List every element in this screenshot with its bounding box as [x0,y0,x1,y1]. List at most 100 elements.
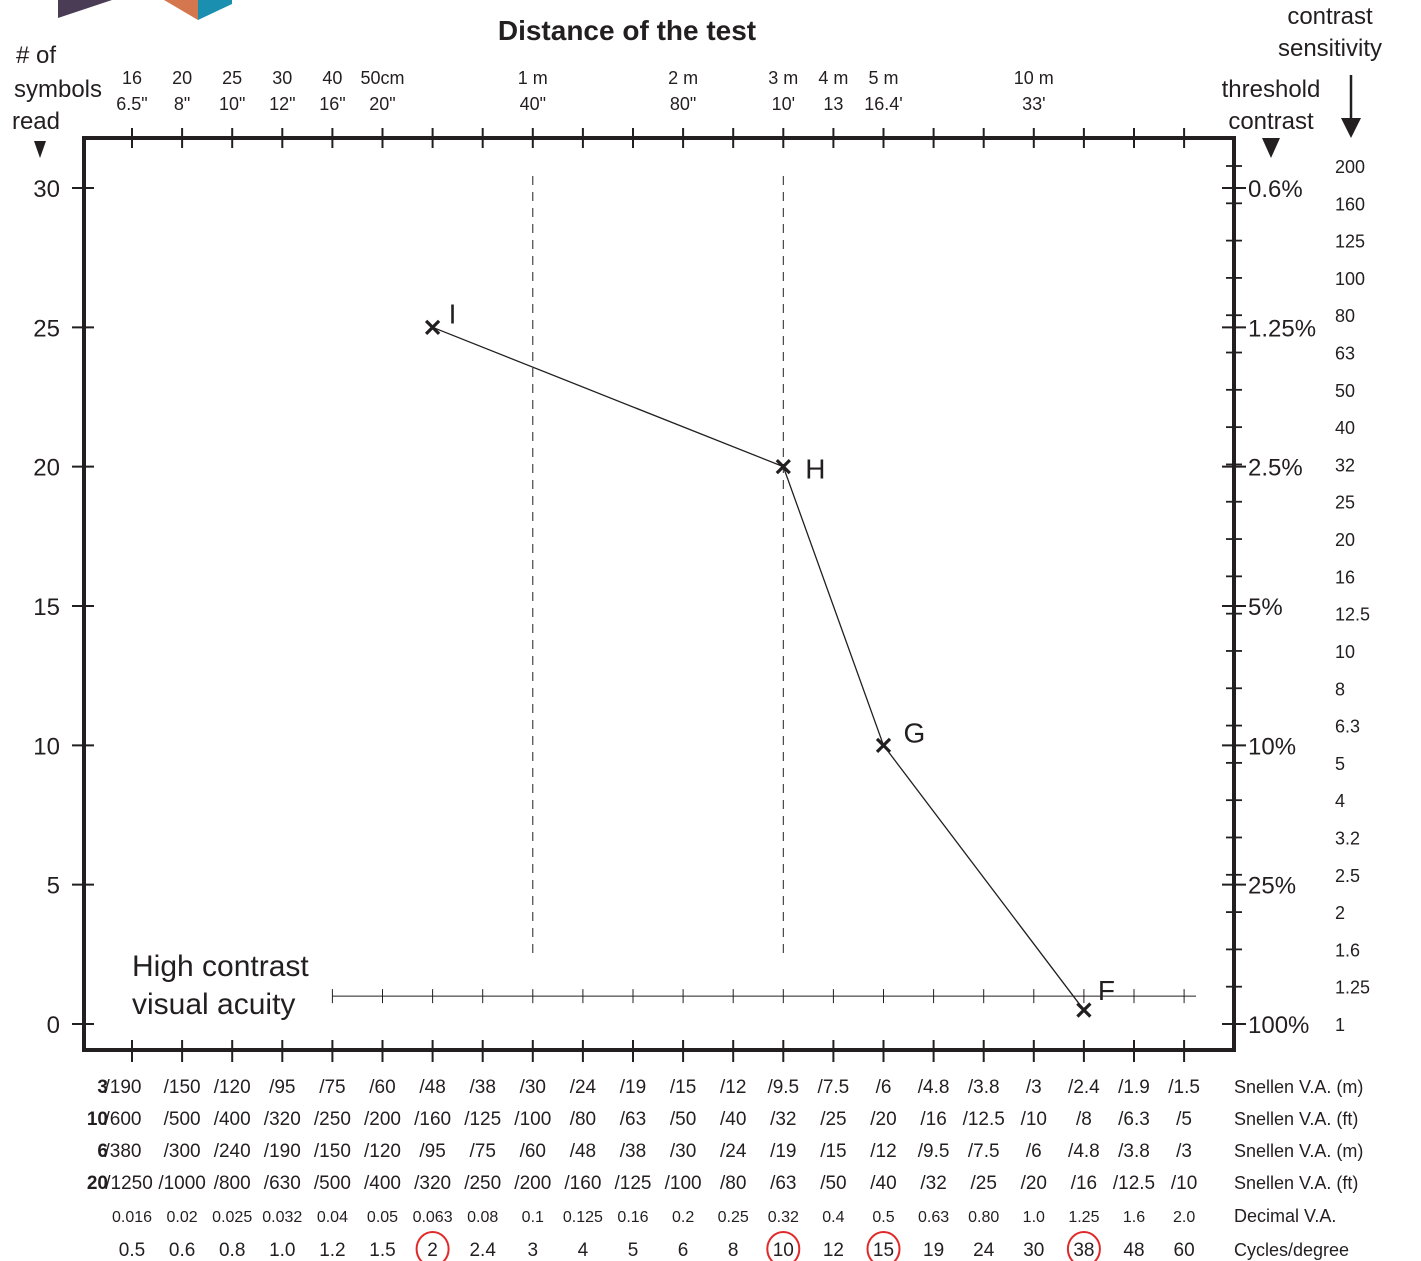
sensitivity-label: 50 [1335,381,1355,401]
data-point-label-H: H [805,454,825,485]
row-value: 0.5 [872,1209,894,1226]
row-value: 0.8 [219,1240,245,1261]
far-right-label-line: sensitivity [1278,35,1382,62]
cycles-highlight-circle [866,1231,901,1261]
top-distance-label-in: 16" [319,94,345,114]
row-name: Snellen V.A. (m) [1234,1141,1363,1161]
row-value: /38 [469,1077,495,1098]
row-value: /19 [770,1141,796,1162]
row-value: /63 [620,1109,646,1130]
row-value: /20 [870,1109,896,1130]
right-axis-tick-label: 0.6% [1248,176,1303,203]
row-value: 0.2 [672,1209,694,1226]
row-value: /25 [820,1109,846,1130]
sensitivity-label: 63 [1335,344,1355,364]
row-value: /190 [264,1141,301,1162]
row-value: /60 [369,1077,395,1098]
far-right-label-line: contrast [1287,3,1373,30]
row-value: 1.25 [1068,1209,1099,1226]
data-point-label-F: F [1098,975,1115,1006]
row-value: /4.8 [918,1077,950,1098]
top-distance-label-in: 16.4' [864,94,902,114]
top-distance-label-cm: 16 [122,68,142,88]
row-value: /320 [264,1109,301,1130]
cycles-highlight-circle [1066,1231,1101,1261]
row-value: /300 [164,1141,201,1162]
row-value: /600 [105,1109,142,1130]
row-value: /75 [469,1141,495,1162]
row-value: /800 [214,1173,251,1194]
row-value: /630 [264,1173,301,1194]
row-value: /80 [720,1173,746,1194]
top-distance-label-in: 13 [823,94,843,114]
sensitivity-label: 160 [1335,194,1365,214]
row-value: /1250 [105,1173,153,1194]
top-distance-label-cm: 50cm [360,68,404,88]
row-value: /16 [1071,1173,1097,1194]
row-name: Snellen V.A. (m) [1234,1077,1363,1097]
right-axis-tick-label: 25% [1248,873,1296,900]
right-axis-label-line: contrast [1228,108,1314,135]
row-value: 3 [528,1240,539,1261]
row-value: /15 [820,1141,846,1162]
top-distance-label-cm: 30 [272,68,292,88]
row-value: /125 [615,1173,652,1194]
row-value: 0.25 [718,1209,749,1226]
row-name: Decimal V.A. [1234,1206,1336,1226]
sensitivity-label: 25 [1335,493,1355,513]
row-value: /4.8 [1068,1141,1100,1162]
row-value: 15 [873,1240,894,1261]
top-distance-label-cm: 5 m [868,68,898,88]
row-value: /30 [670,1141,696,1162]
right-axis-tick-label: 100% [1248,1012,1309,1039]
logo-shape-blue-edge [198,0,232,20]
row-value: 0.125 [563,1209,603,1226]
row-value: /32 [770,1109,796,1130]
row-value: /3 [1026,1077,1042,1098]
row-value: /190 [105,1077,142,1098]
logo-shape-dark [58,0,112,18]
sensitivity-label: 80 [1335,306,1355,326]
row-name: Cycles/degree [1234,1240,1349,1260]
row-value: 60 [1174,1240,1195,1261]
sensitivity-label: 3.2 [1335,828,1360,848]
row-name: Snellen V.A. (ft) [1234,1109,1358,1129]
sensitivity-label: 2 [1335,903,1345,923]
top-distance-label-cm: 3 m [768,68,798,88]
sensitivity-label: 5 [1335,754,1345,774]
cycles-highlight-circle [415,1231,450,1261]
row-value: 0.5 [119,1240,145,1261]
left-axis-tick-label: 10 [33,733,60,760]
row-value: /20 [1021,1173,1047,1194]
row-value: 0.32 [768,1209,799,1226]
right-axis-arrow-icon [1262,138,1280,158]
row-value: 1.0 [1023,1209,1045,1226]
data-series-line [432,326,1085,1011]
row-value: /6 [1026,1141,1042,1162]
cycles-highlight-circle [766,1231,801,1261]
right-axis-tick-label: 2.5% [1248,455,1303,482]
sensitivity-label: 8 [1335,679,1345,699]
row-value: /7.5 [968,1141,1000,1162]
row-value: /60 [520,1141,546,1162]
top-distance-label-in: 80" [670,94,696,114]
left-axis-tick-label: 0 [47,1012,60,1039]
row-value: /160 [414,1109,451,1130]
row-value: 0.04 [317,1209,348,1226]
row-value: /400 [214,1109,251,1130]
plot-frame [82,136,1236,1052]
row-value: /250 [464,1173,501,1194]
sensitivity-label: 1.6 [1335,940,1360,960]
top-distance-label-in: 20" [369,94,395,114]
row-value: 0.4 [822,1209,844,1226]
row-value: /24 [720,1141,747,1162]
row-value: /125 [464,1109,501,1130]
row-value: 1.6 [1123,1209,1145,1226]
row-value: /100 [514,1109,551,1130]
row-value: /40 [870,1173,896,1194]
chart-title: Distance of the test [498,15,756,46]
row-value: /3 [1176,1141,1192,1162]
data-point-label-G: G [904,717,926,748]
row-value: /120 [364,1141,401,1162]
row-value: 0.063 [413,1209,453,1226]
